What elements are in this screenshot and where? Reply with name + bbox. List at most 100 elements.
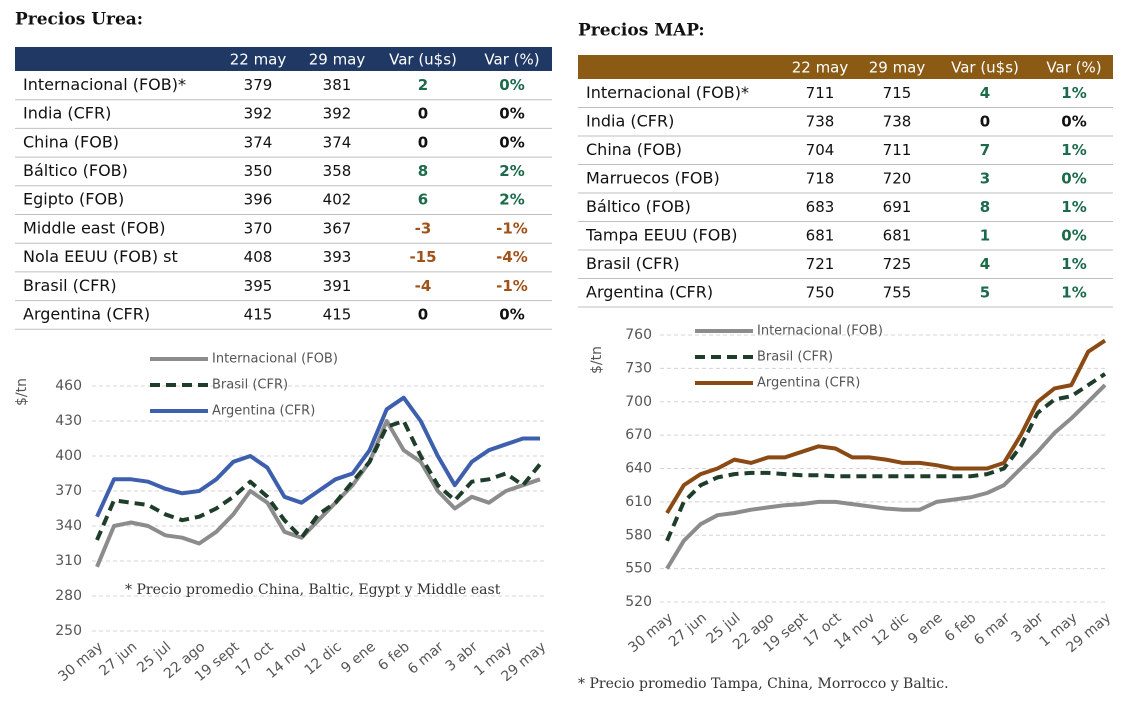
cell: 379 (244, 76, 273, 94)
table-header (15, 47, 552, 71)
cell: 7 (980, 141, 990, 159)
x-tick-label: 6 mar (971, 610, 1013, 649)
row-label: Brasil (CFR) (23, 276, 117, 295)
row-label: Báltico (FOB) (23, 161, 128, 180)
row-label: Middle east (FOB) (23, 218, 166, 237)
table-header (578, 55, 1113, 79)
cell: 720 (883, 169, 912, 187)
cell: 0% (1061, 169, 1086, 187)
cell: 0 (418, 133, 428, 151)
series-line (665, 372, 1107, 542)
column-header: 29 may (869, 59, 926, 77)
y-tick-label: 580 (625, 527, 652, 543)
cell: 725 (883, 255, 912, 273)
cell: 0% (499, 105, 524, 123)
cell: 755 (883, 283, 912, 301)
cell: -4 (415, 277, 432, 295)
cell: 738 (883, 112, 912, 130)
cell: 1% (1061, 198, 1086, 216)
cell: 681 (883, 226, 912, 244)
cell: 415 (244, 305, 273, 323)
cell: 5 (980, 283, 990, 301)
cell: 750 (806, 283, 835, 301)
y-tick-label: 430 (55, 413, 82, 429)
cell: 721 (806, 255, 835, 273)
y-tick-label: 730 (625, 360, 652, 376)
row-label: Argentina (CFR) (586, 282, 713, 301)
y-tick-label: 550 (625, 561, 652, 577)
cell: 392 (244, 105, 273, 123)
x-tick-label: 9 ene (338, 639, 379, 677)
cell: 2% (499, 162, 524, 180)
cell: 392 (323, 105, 352, 123)
cell: 738 (806, 112, 835, 130)
row-label: Tampa EEUU (FOB) (585, 225, 738, 244)
cell: 0 (980, 112, 990, 130)
y-axis-label: $/tn (589, 346, 605, 374)
y-tick-label: 280 (55, 588, 82, 604)
chart-note: * Precio promedio Tampa, China, Morrocco… (578, 676, 949, 692)
row-label: India (CFR) (23, 104, 111, 123)
legend-label: Internacional (FOB) (212, 352, 338, 367)
cell: 2% (499, 191, 524, 209)
series-line (95, 419, 542, 541)
row-label: Internacional (FOB)* (23, 75, 186, 94)
y-tick-label: 310 (55, 553, 82, 569)
cell: 1% (1061, 84, 1086, 102)
cell: 0 (418, 105, 428, 123)
column-header: Var (%) (1046, 59, 1101, 77)
x-tick-label: 27 jun (96, 639, 140, 679)
series-line (95, 395, 540, 518)
cell: 681 (806, 226, 835, 244)
column-header: 22 may (230, 51, 287, 69)
cell: 402 (323, 191, 352, 209)
row-label: China (FOB) (23, 132, 119, 151)
legend-label: Brasil (CFR) (212, 378, 288, 393)
cell: 704 (806, 141, 835, 159)
x-tick-label: 27 jun (666, 610, 710, 650)
y-tick-label: 670 (625, 427, 652, 443)
cell: 0% (499, 305, 524, 323)
y-axis-label: $/tn (14, 378, 30, 406)
cell: 0% (499, 76, 524, 94)
row-label: India (CFR) (586, 111, 674, 130)
y-tick-label: 340 (55, 518, 82, 534)
x-tick-label: 6 mar (405, 639, 447, 678)
cell: 8 (418, 162, 428, 180)
table-title: Precios MAP: (578, 21, 705, 41)
y-tick-label: 760 (625, 327, 652, 343)
x-tick-label: 12 dic (302, 639, 345, 679)
cell: -4% (496, 248, 528, 266)
row-label: Argentina (CFR) (23, 304, 150, 323)
y-tick-label: 250 (55, 623, 82, 639)
cell: 350 (244, 162, 273, 180)
cell: 374 (323, 133, 352, 151)
row-label: Brasil (CFR) (586, 254, 680, 273)
y-tick-label: 370 (55, 483, 82, 499)
series-line (95, 419, 541, 568)
legend-label: Argentina (CFR) (757, 376, 860, 391)
cell: 381 (323, 76, 352, 94)
row-label: China (FOB) (586, 140, 682, 159)
cell: 3 (980, 169, 990, 187)
cell: -1% (496, 277, 528, 295)
cell: 415 (323, 305, 352, 323)
cell: 711 (883, 141, 912, 159)
row-label: Marruecos (FOB) (586, 168, 720, 187)
cell: 0% (1061, 112, 1086, 130)
cell: 2 (418, 76, 428, 94)
column-header: Var (u$s) (951, 59, 1019, 77)
cell: 370 (244, 219, 273, 237)
y-tick-label: 700 (625, 394, 652, 410)
x-tick-label: 12 dic (869, 610, 912, 650)
row-label: Nola EEUU (FOB) st (23, 247, 178, 266)
chart-note: * Precio promedio China, Baltic, Egypt y… (125, 582, 501, 598)
cell: 0% (1061, 226, 1086, 244)
cell: 393 (323, 248, 352, 266)
column-header: 29 may (309, 51, 366, 69)
table-title: Precios Urea: (15, 10, 143, 30)
y-tick-label: 640 (625, 461, 652, 477)
legend-label: Brasil (CFR) (757, 350, 833, 365)
cell: -3 (415, 219, 432, 237)
